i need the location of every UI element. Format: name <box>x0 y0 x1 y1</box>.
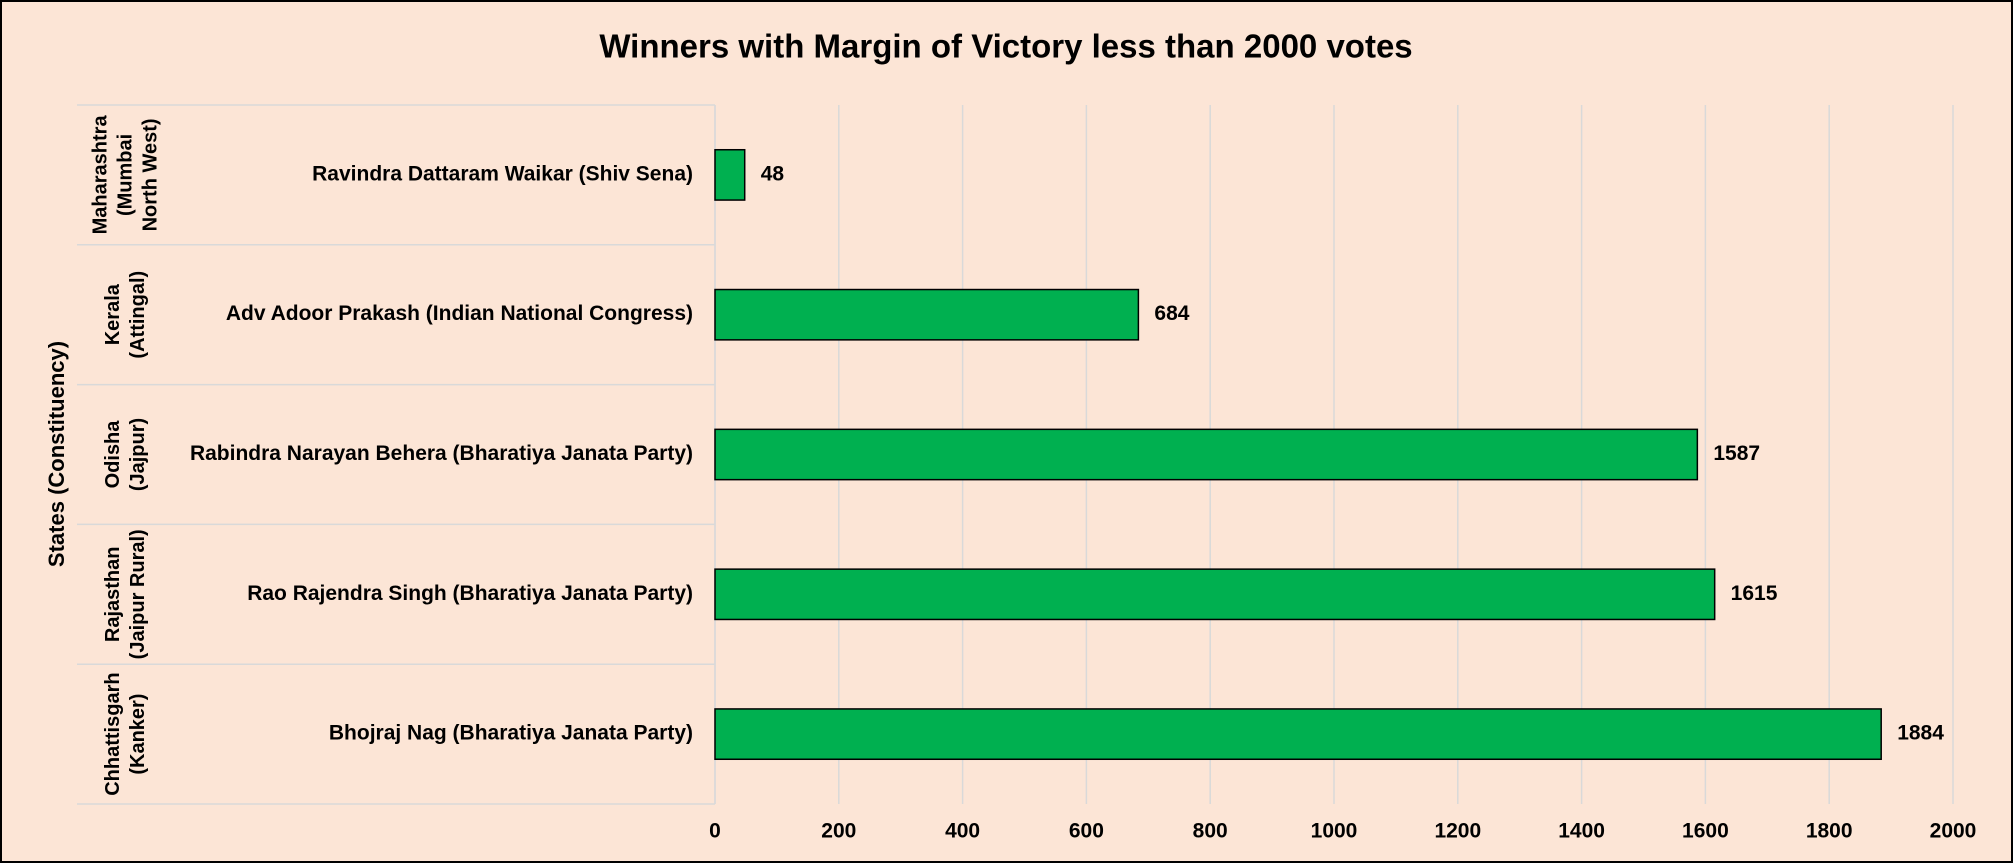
group-label: Odisha <box>102 420 124 489</box>
y-tick-label: Adv Adoor Prakash (Indian National Congr… <box>226 302 693 325</box>
bar <box>714 428 1699 481</box>
group-label: (Attingal) <box>127 271 149 359</box>
bar <box>714 708 1882 761</box>
data-label: 684 <box>1154 302 1189 325</box>
x-tick-label: 800 <box>1193 820 1228 843</box>
x-tick-label: 1800 <box>1806 820 1853 843</box>
group-label: (Mumbai <box>114 134 136 216</box>
data-label: 1587 <box>1713 442 1760 465</box>
group-label: Chhattisgarh <box>102 672 124 795</box>
bar <box>714 288 1140 341</box>
y-tick-label: Bhojraj Nag (Bharatiya Janata Party) <box>329 722 693 745</box>
group-label: North West) <box>139 118 161 231</box>
x-tick-label: 1000 <box>1311 820 1358 843</box>
data-label: 1884 <box>1897 722 1944 745</box>
x-tick-label: 1200 <box>1434 820 1481 843</box>
y-tick-label: Rabindra Narayan Behera (Bharatiya Janat… <box>190 442 693 465</box>
y-tick-label: Rao Rajendra Singh (Bharatiya Janata Par… <box>247 582 693 605</box>
bar <box>714 148 746 201</box>
x-tick-label: 200 <box>821 820 856 843</box>
group-label: (Jaipur Rural) <box>127 529 149 659</box>
x-tick-label: 600 <box>1069 820 1104 843</box>
data-label: 48 <box>761 162 785 185</box>
x-tick-label: 2000 <box>1930 820 1977 843</box>
x-tick-label: 0 <box>709 820 721 843</box>
chart-title: Winners with Margin of Victory less than… <box>599 28 1412 65</box>
data-label: 1615 <box>1731 582 1778 605</box>
x-tick-label: 400 <box>945 820 980 843</box>
group-label: Rajasthan <box>102 547 124 643</box>
y-axis-title: States (Constituency) <box>44 341 69 567</box>
group-label: (Kanker) <box>127 694 149 775</box>
y-tick-label: Ravindra Dattaram Waikar (Shiv Sena) <box>312 162 693 185</box>
group-label: Kerala <box>102 283 124 345</box>
x-tick-label: 1400 <box>1558 820 1605 843</box>
bar <box>714 568 1716 621</box>
group-label: Maharashtra <box>89 115 111 235</box>
group-label: (Jajpur) <box>127 418 149 491</box>
x-tick-label: 1600 <box>1682 820 1729 843</box>
